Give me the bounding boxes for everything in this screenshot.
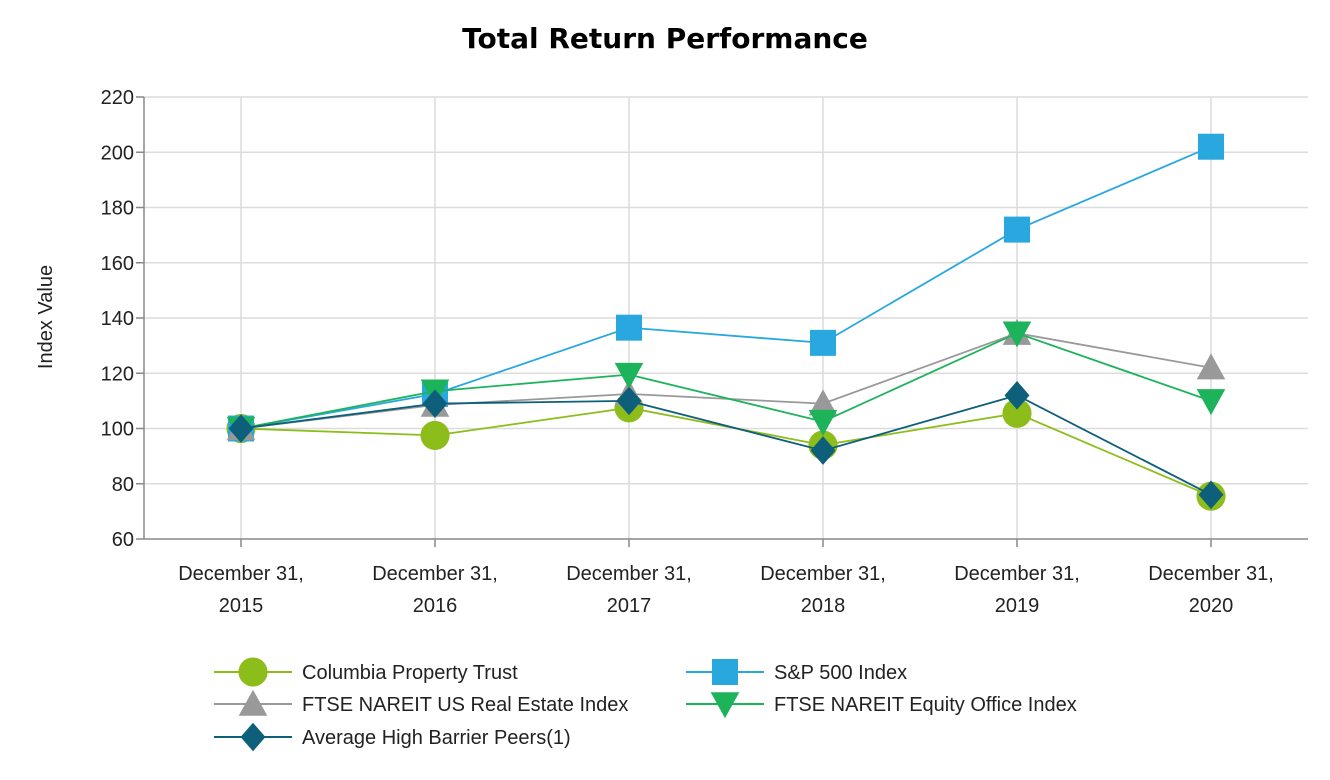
data-point <box>616 386 642 416</box>
y-tick-label: 200 <box>101 142 134 164</box>
data-point <box>1002 398 1032 428</box>
data-point <box>614 362 644 389</box>
series-line <box>240 394 1212 496</box>
y-tick-label: 80 <box>112 474 134 496</box>
y-tick-label: 120 <box>101 363 134 385</box>
x-tick-label-line: 2015 <box>219 595 264 617</box>
data-point <box>1004 216 1030 243</box>
data-point <box>1196 389 1226 416</box>
data-point <box>810 329 836 356</box>
x-tick-label-line: 2020 <box>1189 595 1234 617</box>
legend-marker <box>712 659 738 685</box>
series-5 <box>228 381 1224 510</box>
series-3 <box>226 318 1226 441</box>
data-point <box>616 314 642 341</box>
series-line <box>240 145 1212 430</box>
legend-marker <box>710 692 740 719</box>
y-ticks: 60 80 100 120 140 160 180 200 220 <box>101 87 134 551</box>
y-tick-label: 160 <box>101 253 134 275</box>
legend-marker <box>238 657 268 687</box>
series-group <box>226 133 1226 511</box>
x-tick-label-line: December 31, <box>372 563 498 585</box>
grid <box>144 96 1308 539</box>
legend-item: S&P 500 Index <box>686 659 907 685</box>
x-tick-label-line: 2019 <box>995 595 1040 617</box>
data-point <box>1002 321 1032 348</box>
x-tick-label-line: 2017 <box>607 595 652 617</box>
legend: Columbia Property Trust S&P 500 Index FTSE… <box>214 657 1077 752</box>
x-tick-label: December 31, 2020 <box>1148 563 1274 617</box>
x-tick-label: December 31, 2018 <box>760 563 886 617</box>
y-tick-label: 100 <box>101 419 134 441</box>
x-tick-label-line: December 31, <box>178 563 304 585</box>
chart-title: Total Return Performance <box>462 22 868 55</box>
data-point <box>1196 353 1226 380</box>
x-tick-label: December 31, 2019 <box>954 563 1080 617</box>
legend-marker <box>240 722 266 752</box>
data-point <box>420 420 450 450</box>
y-tick-label: 220 <box>101 87 134 109</box>
x-tick-label-line: December 31, <box>954 563 1080 585</box>
x-tick-label: December 31, 2016 <box>372 563 498 617</box>
x-tick-label-line: December 31, <box>1148 563 1274 585</box>
legend-marker <box>238 689 268 716</box>
x-tick-label-line: 2018 <box>801 595 846 617</box>
legend-item: Average High Barrier Peers(1) <box>214 722 571 752</box>
data-point <box>1198 480 1224 510</box>
legend-item: FTSE NAREIT Equity Office Index <box>686 692 1077 719</box>
data-point <box>1198 133 1224 160</box>
data-point <box>808 409 838 436</box>
legend-label: FTSE NAREIT Equity Office Index <box>774 694 1077 716</box>
data-point <box>1004 381 1030 410</box>
series-line <box>240 332 1212 430</box>
legend-label: S&P 500 Index <box>774 662 907 684</box>
series-line <box>240 332 1212 430</box>
x-tick-label: December 31, 2017 <box>566 563 692 617</box>
x-tick-label-line: December 31, <box>760 563 886 585</box>
x-tick-label: December 31, 2015 <box>178 563 304 617</box>
data-point <box>422 389 448 418</box>
legend-label: FTSE NAREIT US Real Estate Index <box>302 694 628 716</box>
axes <box>136 96 1308 547</box>
y-axis-label: Index Value <box>35 265 57 369</box>
legend-label: Average High Barrier Peers(1) <box>302 727 571 749</box>
data-point <box>808 389 838 416</box>
legend-item: FTSE NAREIT US Real Estate Index <box>214 689 628 716</box>
legend-label: Columbia Property Trust <box>302 662 518 684</box>
legend-item: Columbia Property Trust <box>214 657 518 687</box>
y-tick-label: 180 <box>101 198 134 220</box>
x-tick-label-line: December 31, <box>566 563 692 585</box>
x-tick-label-line: 2016 <box>413 595 458 617</box>
y-tick-label: 140 <box>101 308 134 330</box>
y-tick-label: 60 <box>112 529 134 551</box>
data-point <box>228 414 254 443</box>
series-2 <box>228 133 1224 442</box>
data-point <box>810 436 836 465</box>
